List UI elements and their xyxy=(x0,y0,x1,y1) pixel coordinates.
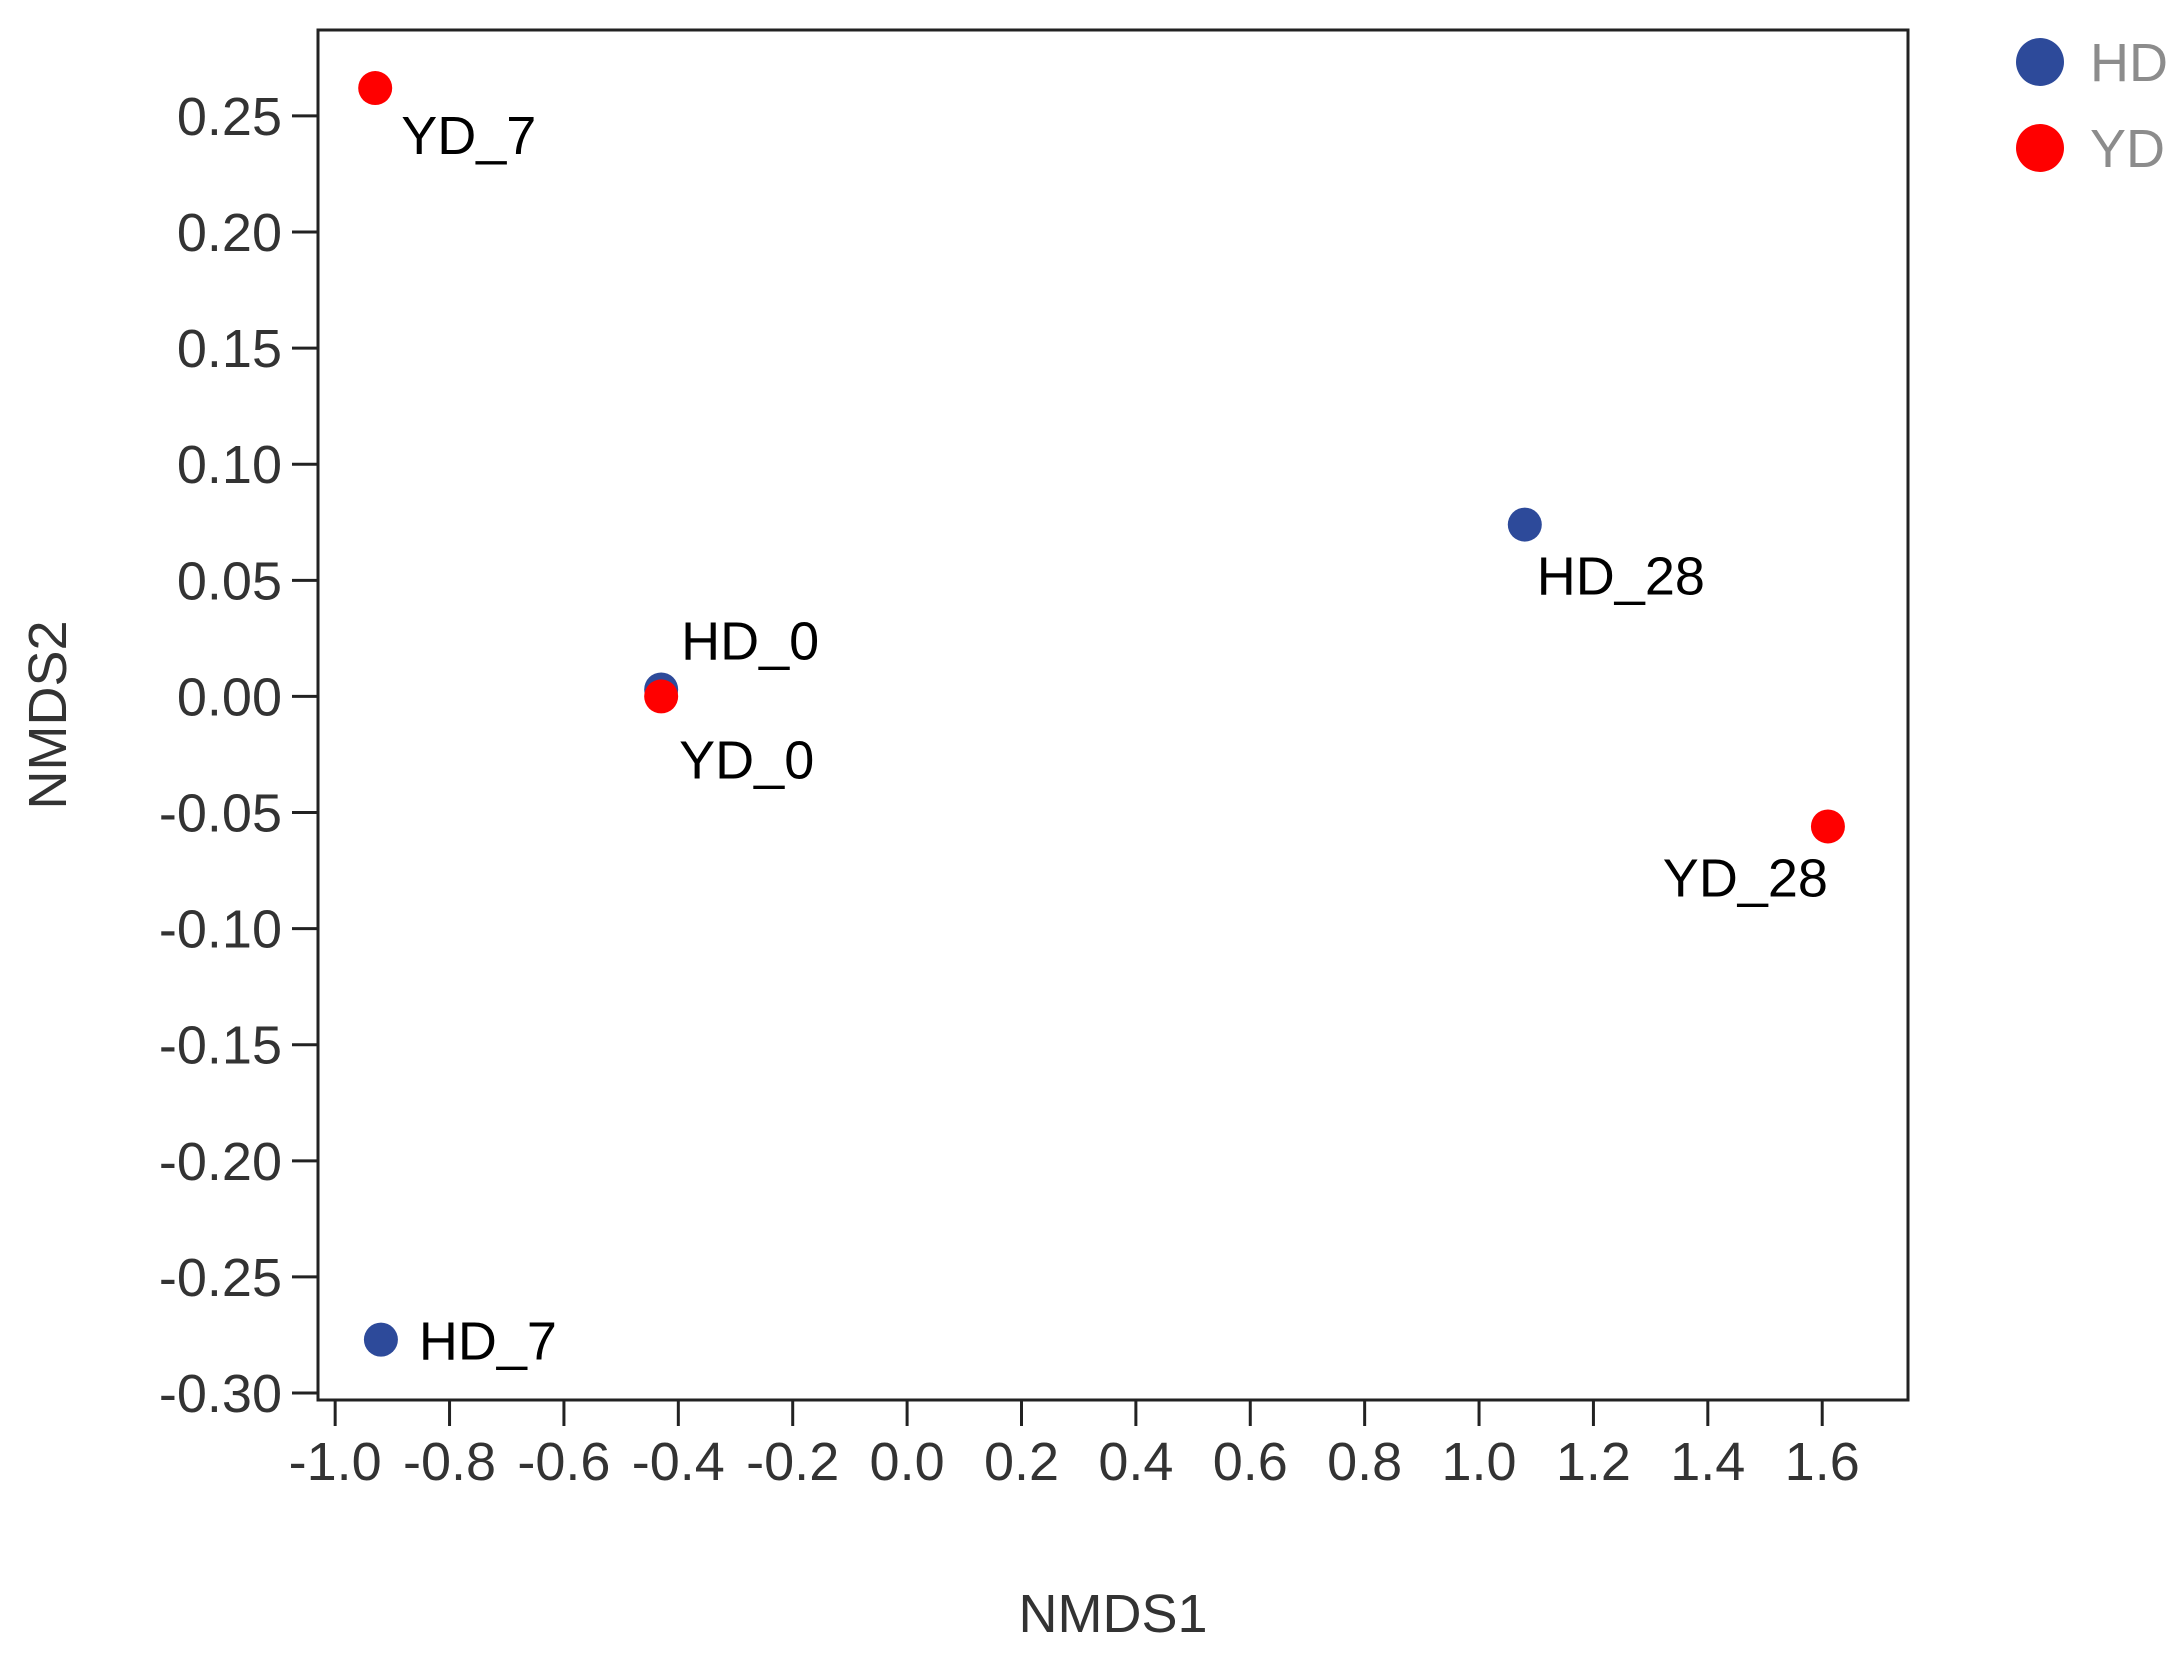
y-tick-label: 0.10 xyxy=(177,435,282,495)
x-tick-label: 1.6 xyxy=(1785,1432,1860,1492)
y-tick-label: -0.05 xyxy=(159,784,282,844)
point-label: HD_28 xyxy=(1537,547,1705,607)
y-tick-label: 0.00 xyxy=(177,667,282,727)
point-yd-7 xyxy=(358,71,393,106)
y-tick-label: 0.05 xyxy=(177,551,282,611)
legend-label-hd: HD xyxy=(2090,33,2168,93)
point-hd-28 xyxy=(1507,507,1542,542)
y-tick-label: 0.25 xyxy=(177,87,282,147)
legend-marker-hd xyxy=(2016,38,2064,86)
x-tick-label: -0.4 xyxy=(632,1432,725,1492)
x-tick-label: -0.2 xyxy=(746,1432,839,1492)
data-points xyxy=(358,71,1845,1357)
point-label: HD_0 xyxy=(681,611,819,671)
x-tick-label: 1.4 xyxy=(1670,1432,1745,1492)
y-axis: 0.25 0.20 0.15 0.10 0.05 0.00 -0.05 -0.10 -0.15 -… xyxy=(159,87,318,1424)
x-tick-label: -0.8 xyxy=(403,1432,496,1492)
point-label: YD_7 xyxy=(401,106,536,166)
y-tick-label: -0.30 xyxy=(159,1364,282,1424)
x-tick-label: 0.4 xyxy=(1098,1432,1173,1492)
y-tick-label: -0.10 xyxy=(159,900,282,960)
y-axis-title: NMDS2 xyxy=(18,620,78,809)
legend: HD YD xyxy=(2016,33,2168,179)
point-label: HD_7 xyxy=(419,1312,557,1372)
y-tick-label: 0.20 xyxy=(177,203,282,263)
x-tick-label: -1.0 xyxy=(289,1432,382,1492)
point-label: YD_28 xyxy=(1663,848,1828,908)
x-axis-title: NMDS1 xyxy=(1018,1584,1207,1644)
plot-frame xyxy=(316,28,1910,1402)
point-label: YD_0 xyxy=(679,730,814,790)
x-tick-label: 0.8 xyxy=(1327,1432,1402,1492)
x-tick-label: 0.0 xyxy=(870,1432,945,1492)
y-tick-label: -0.15 xyxy=(159,1016,282,1076)
legend-label-yd: YD xyxy=(2090,119,2165,179)
x-tick-label: -0.6 xyxy=(517,1432,610,1492)
x-tick-label: 1.2 xyxy=(1556,1432,1631,1492)
point-yd-0 xyxy=(644,679,679,714)
x-tick-label: 0.6 xyxy=(1213,1432,1288,1492)
y-tick-label: -0.25 xyxy=(159,1248,282,1308)
x-tick-label: 0.2 xyxy=(984,1432,1059,1492)
point-labels: HD_0 HD_7 HD_28 YD_0 YD_7 YD_28 xyxy=(401,106,1828,1372)
x-axis: -1.0 -0.8 -0.6 -0.4 -0.2 0.0 0.2 0.4 0.6 0.8 1.0 1.… xyxy=(289,1400,1860,1492)
y-tick-label: 0.15 xyxy=(177,319,282,379)
point-yd-28 xyxy=(1810,809,1845,844)
legend-marker-yd xyxy=(2016,124,2064,172)
y-tick-label: -0.20 xyxy=(159,1132,282,1192)
point-hd-7 xyxy=(363,1322,398,1357)
x-tick-label: 1.0 xyxy=(1442,1432,1517,1492)
